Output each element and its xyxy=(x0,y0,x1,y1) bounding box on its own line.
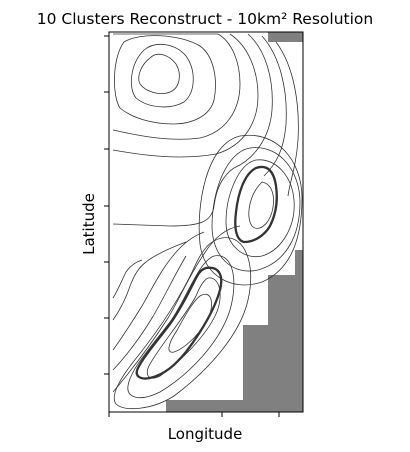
highlight-contours xyxy=(135,165,278,380)
y-axis-label: Latitude xyxy=(80,193,98,255)
contour-line xyxy=(168,293,212,353)
plot-area xyxy=(108,31,304,413)
contour-line xyxy=(112,259,143,299)
masked-region xyxy=(166,32,303,412)
masked-block-top-right xyxy=(268,32,303,42)
contour-line xyxy=(112,225,241,393)
contour-line xyxy=(113,237,252,409)
x-axis-label: Longitude xyxy=(168,425,243,443)
contour-line xyxy=(138,53,180,94)
plot-frame xyxy=(108,31,304,413)
contour-line xyxy=(275,41,299,197)
y-axis xyxy=(104,35,109,375)
masked-block-bottom-right xyxy=(166,250,303,412)
contour-line xyxy=(112,241,187,321)
contour-line xyxy=(198,134,303,286)
contour-line xyxy=(211,147,301,272)
chart-title: 10 Clusters Reconstruct - 10km² Resoluti… xyxy=(37,10,373,28)
contour-lines xyxy=(112,33,303,409)
contour-line xyxy=(112,231,205,351)
contour-line xyxy=(127,255,235,399)
highlight-contour xyxy=(135,266,223,380)
contour-line xyxy=(112,255,187,371)
contour-line xyxy=(225,159,295,258)
contour-line xyxy=(130,43,194,108)
highlight-contour xyxy=(234,165,278,244)
contour-line xyxy=(248,181,274,229)
contour-line xyxy=(112,33,273,227)
contour-line xyxy=(112,33,259,158)
contour-line xyxy=(114,35,216,125)
contour-line xyxy=(146,277,221,379)
contour-line xyxy=(261,35,287,177)
x-axis xyxy=(108,412,280,417)
contour-line xyxy=(112,33,241,140)
